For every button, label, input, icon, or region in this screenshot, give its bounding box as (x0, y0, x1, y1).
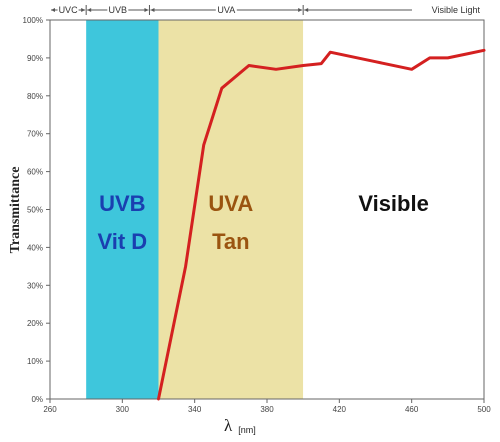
top-band-label: UVA (217, 5, 235, 15)
top-band-arrowhead (51, 8, 55, 12)
x-tick-label: 300 (116, 405, 130, 414)
y-tick-label: 40% (27, 243, 43, 252)
x-tick-label: 340 (188, 405, 202, 414)
region-sublabel: Vit D (97, 229, 147, 254)
top-band-arrowhead (81, 8, 86, 12)
x-axis-label-symbol: λ (224, 416, 233, 435)
region-labels: UVB Vit D UVA Tan Visible (97, 191, 428, 254)
y-tick-label: 50% (27, 206, 43, 215)
y-tick-label: 0% (31, 395, 43, 404)
x-tick-label: 260 (43, 405, 57, 414)
x-tick-label: 500 (477, 405, 491, 414)
y-tick-label: 90% (27, 54, 43, 63)
region-band-uvb (86, 20, 159, 399)
top-band-arrowhead (87, 8, 92, 12)
axis-ticks: 260 300 340 380 420 460 500 0% 10% 20% 30% 40% 50% 60… (23, 16, 492, 414)
top-band-label: UVC (59, 5, 79, 15)
top-band-arrowhead (144, 8, 149, 12)
region-label: UVB (99, 191, 145, 216)
spectral-regions (86, 20, 484, 399)
region-label: UVA (208, 191, 253, 216)
x-tick-label: 380 (260, 405, 274, 414)
x-axis-label: λ [nm] (224, 416, 256, 435)
top-band-arrowhead (304, 8, 309, 12)
region-band-uva (158, 20, 304, 399)
top-band-arrowhead (150, 8, 155, 12)
top-band-label: UVB (109, 5, 128, 15)
y-tick-label: 30% (27, 281, 43, 290)
y-axis-label: Transmittance (8, 167, 23, 254)
y-tick-label: 60% (27, 168, 43, 177)
series-group (157, 48, 486, 401)
region-label: Visible (358, 191, 429, 216)
region-band-visible (303, 20, 484, 399)
transmittance-line (157, 48, 486, 401)
top-band-arrowhead (298, 8, 303, 12)
y-tick-label: 100% (23, 16, 43, 25)
top-band-labels: UVC UVB UVA Visible Light (51, 5, 480, 15)
x-tick-label: 420 (333, 405, 347, 414)
y-tick-label: 20% (27, 319, 43, 328)
top-band-label: Visible Light (432, 5, 481, 15)
x-axis-label-unit: [nm] (238, 425, 256, 435)
region-sublabel: Tan (212, 229, 249, 254)
y-tick-label: 70% (27, 130, 43, 139)
y-tick-label: 80% (27, 92, 43, 101)
x-tick-label: 460 (405, 405, 419, 414)
y-tick-label: 10% (27, 357, 43, 366)
